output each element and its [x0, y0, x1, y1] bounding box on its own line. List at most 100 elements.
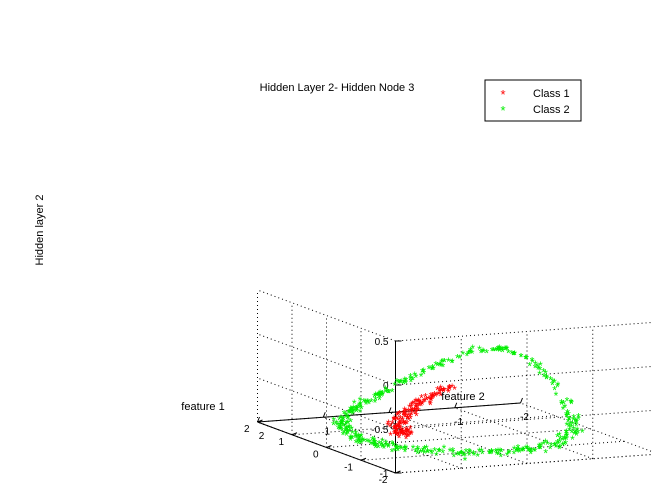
- series-2-point-25: *: [339, 412, 344, 426]
- series-2-point-362: *: [371, 439, 376, 453]
- series-2-point-299: *: [349, 432, 354, 446]
- series-2-point-369: *: [408, 373, 413, 387]
- series-2-point-23: *: [427, 363, 432, 377]
- series-2-point-226: *: [542, 371, 547, 385]
- series-2-point-208: *: [355, 402, 360, 416]
- series-2-point-124: *: [341, 428, 346, 442]
- series-1-point-39: *: [426, 393, 431, 407]
- series-2-point-284: *: [569, 397, 574, 411]
- series-2-point-101: *: [419, 370, 424, 384]
- series-1-point-67: *: [409, 409, 414, 423]
- series-1-point-140: *: [399, 426, 404, 440]
- series-2-point-143: *: [344, 424, 349, 438]
- series-2-point-42: *: [339, 418, 344, 432]
- series-2-point-230: *: [536, 363, 541, 377]
- series-2-point-114: *: [574, 416, 579, 430]
- series-1-point-5: *: [409, 401, 414, 415]
- series-2-point-166: *: [331, 414, 336, 428]
- series-1-point-32: *: [432, 389, 437, 403]
- series-2-point-212: *: [393, 445, 398, 459]
- series-2-point-301: *: [397, 442, 402, 456]
- series-2-point-384: *: [369, 438, 374, 452]
- series-2-point-225: *: [410, 374, 415, 388]
- series-2-point-398: *: [512, 348, 517, 362]
- series-2-point-271: *: [347, 407, 352, 421]
- series-1-point-135: *: [385, 419, 390, 433]
- series-2-point-268: *: [392, 379, 397, 393]
- series-1-point-21: *: [408, 422, 413, 436]
- series-2-point-358: *: [537, 442, 542, 456]
- series-2-point-315: *: [357, 432, 362, 446]
- series-2-point-344: *: [429, 446, 434, 460]
- series-1-point-125: *: [404, 432, 409, 446]
- series-1-point-82: *: [397, 408, 402, 422]
- series-1-point-54: *: [417, 396, 422, 410]
- series-1-point-147: *: [393, 421, 398, 435]
- series-2-point-129: *: [524, 353, 529, 367]
- series-2-point-280: *: [396, 377, 401, 391]
- series-2-point-370: *: [362, 435, 367, 449]
- series-2-point-196: *: [386, 441, 391, 455]
- series-2-point-277: *: [409, 375, 414, 389]
- floor-grid-line-y-2: [388, 412, 528, 464]
- series-2-point-50: *: [489, 445, 494, 459]
- series-2-point-368: *: [359, 402, 364, 416]
- series-2-point-106: *: [567, 420, 572, 434]
- series-1-point-89: *: [405, 425, 410, 439]
- series-2-point-244: *: [341, 413, 346, 427]
- series-2-point-174: *: [384, 440, 389, 454]
- series-1-point-84: *: [399, 427, 404, 441]
- series-2-point-374: *: [390, 386, 395, 400]
- series-2-point-189: *: [390, 446, 395, 460]
- series-2-point-198: *: [555, 436, 560, 450]
- y-tick-mark-2: [388, 407, 392, 413]
- series-2-point-66: *: [337, 419, 342, 433]
- series-2-point-231: *: [493, 344, 498, 358]
- series-2-point-56: *: [380, 389, 385, 403]
- series-2-point-373: *: [531, 445, 536, 459]
- series-1-point-110: *: [428, 394, 433, 408]
- series-2-point-346: *: [565, 407, 570, 421]
- legend-marker-class-1: *: [500, 87, 505, 102]
- series-2-point-402: *: [533, 358, 538, 372]
- series-1-point-42: *: [403, 417, 408, 431]
- series-1-point-146: *: [452, 383, 457, 397]
- series-2-point-191: *: [520, 445, 525, 459]
- series-1-point-47: *: [429, 392, 434, 406]
- series-1-point-97: *: [405, 413, 410, 427]
- series-2-point-419: *: [512, 443, 517, 457]
- series-2-point-138: *: [530, 356, 535, 370]
- series-2-point-385: *: [565, 395, 570, 409]
- series-1-point-112: *: [388, 429, 393, 443]
- series-2-point-51: *: [354, 402, 359, 416]
- series-2-point-200: *: [360, 434, 365, 448]
- series-2-point-235: *: [470, 342, 475, 356]
- series-2-point-136: *: [373, 436, 378, 450]
- series-2-point-192: *: [345, 427, 350, 441]
- series-1-point-96: *: [406, 426, 411, 440]
- series-2-point-40: *: [521, 444, 526, 458]
- z-tick-label-2: 0: [383, 381, 389, 392]
- series-2-point-229: *: [544, 372, 549, 386]
- series-2-point-285: *: [334, 417, 339, 431]
- series-1-point-13: *: [435, 384, 440, 398]
- series-2-point-183: *: [340, 413, 345, 427]
- series-2-point-391: *: [491, 345, 496, 359]
- series-2-point-410: *: [568, 418, 573, 432]
- series-2-point-60: *: [556, 438, 561, 452]
- series-2-point-171: *: [391, 439, 396, 453]
- series-2-point-269: *: [371, 436, 376, 450]
- series-2-point-64: *: [370, 434, 375, 448]
- series-2-point-21: *: [541, 365, 546, 379]
- series-2-point-313: *: [432, 445, 437, 459]
- series-2-point-185: *: [565, 411, 570, 425]
- series-2-point-307: *: [372, 434, 377, 448]
- series-1-point-73: *: [409, 428, 414, 442]
- series-2-point-338: *: [496, 449, 501, 463]
- series-2-point-275: *: [377, 391, 382, 405]
- series-2-point-139: *: [521, 445, 526, 459]
- series-1-point-6: *: [403, 426, 408, 440]
- series-1-point-128: *: [415, 396, 420, 410]
- series-1-point-108: *: [392, 427, 397, 441]
- series-2-point-135: *: [345, 412, 350, 426]
